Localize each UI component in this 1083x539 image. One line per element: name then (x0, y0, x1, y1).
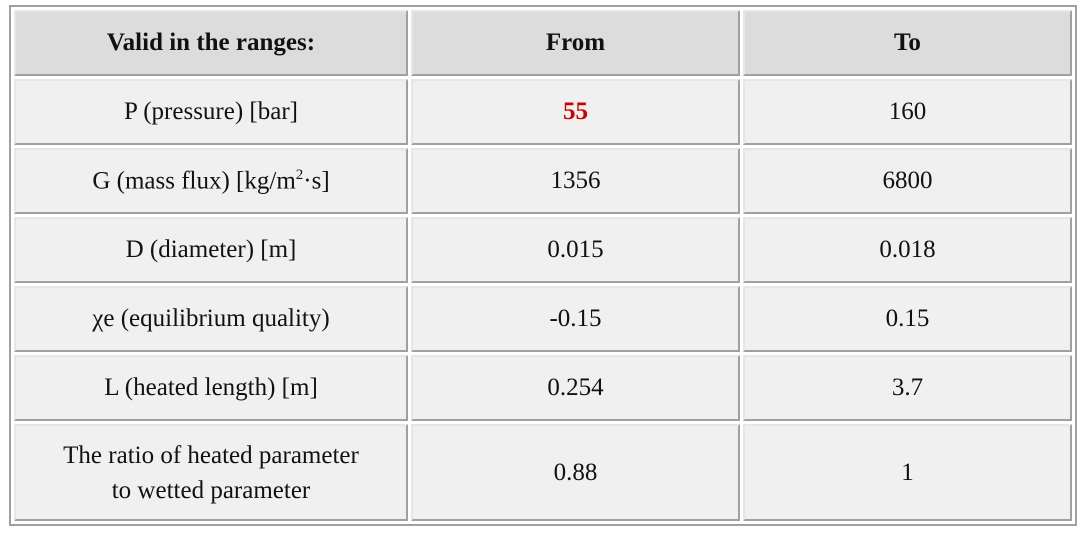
row: P (pressure) [bar] 55 160 (14, 79, 1072, 145)
from-cell: 0.254 (411, 355, 740, 421)
to-cell: 3.7 (743, 355, 1072, 421)
label-cell: The ratio of heated parameter to wetted p… (14, 424, 408, 521)
label-text: G (mass flux) [kg/m (92, 167, 296, 195)
label-cell: G (mass flux) [kg/m2·s] (14, 148, 408, 214)
to-cell: 1 (743, 424, 1072, 521)
row: L (heated length) [m] 0.254 3.7 (14, 355, 1072, 421)
row: G (mass flux) [kg/m2·s] 1356 6800 (14, 148, 1072, 214)
row: D (diameter) [m] 0.015 0.018 (14, 217, 1072, 283)
to-cell: 160 (743, 79, 1072, 145)
from-cell: 55 (411, 79, 740, 145)
label-line: to wetted parameter (111, 476, 311, 504)
label-line: The ratio of heated parameter (63, 441, 359, 469)
header-cell: Valid in the ranges: (14, 10, 408, 76)
row: χe (equilibrium quality) -0.15 0.15 (14, 286, 1072, 352)
from-cell: 0.88 (411, 424, 740, 521)
label-sup: 2 (295, 166, 304, 183)
label-cell: P (pressure) [bar] (14, 79, 408, 145)
to-cell: 0.018 (743, 217, 1072, 283)
row: The ratio of heated parameter to wetted p… (14, 424, 1072, 521)
ranges-table: Valid in the ranges: From To P (pressure… (9, 5, 1077, 526)
to-cell: 6800 (743, 148, 1072, 214)
header-row: Valid in the ranges: From To (14, 10, 1072, 76)
label-cell: χe (equilibrium quality) (14, 286, 408, 352)
to-cell: 0.15 (743, 286, 1072, 352)
label-cell: L (heated length) [m] (14, 355, 408, 421)
from-cell: 0.015 (411, 217, 740, 283)
from-cell: -0.15 (411, 286, 740, 352)
header-cell: To (743, 10, 1072, 76)
header-cell: From (411, 10, 740, 76)
label-text: ·s] (303, 167, 330, 195)
label-cell: D (diameter) [m] (14, 217, 408, 283)
from-cell: 1356 (411, 148, 740, 214)
